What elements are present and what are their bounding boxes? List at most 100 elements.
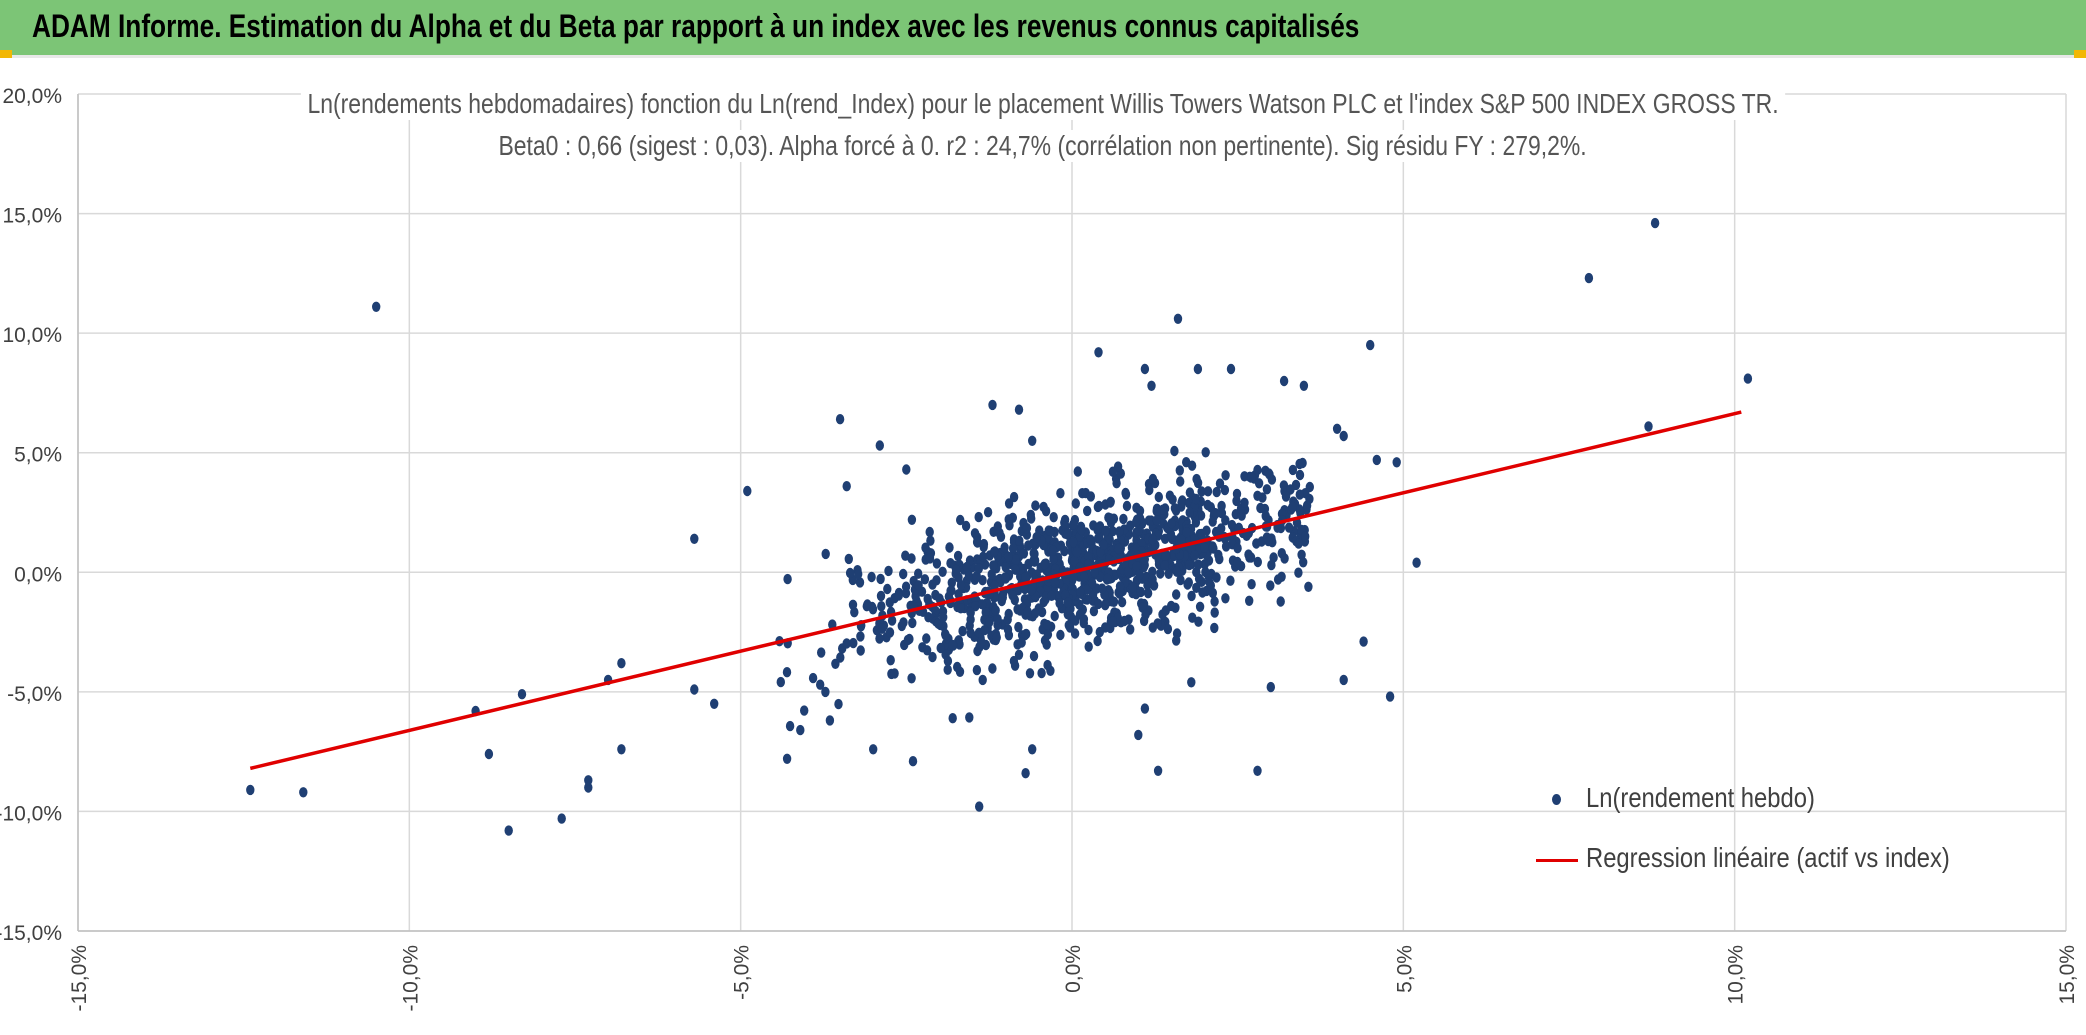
- data-point: [842, 481, 851, 492]
- data-point: [1040, 558, 1049, 570]
- data-point: [1004, 551, 1013, 562]
- data-point: [1385, 691, 1395, 702]
- data-point: [1143, 588, 1153, 599]
- data-point: [831, 658, 840, 669]
- data-point: [954, 589, 963, 600]
- data-point: [1094, 500, 1104, 512]
- data-point: [1153, 765, 1163, 776]
- data-point: [973, 645, 982, 657]
- data-point: [1210, 622, 1219, 634]
- data-point: [782, 667, 792, 678]
- data-point: [1131, 517, 1141, 528]
- data-point: [1027, 513, 1036, 524]
- data-point: [983, 507, 993, 518]
- data-point: [958, 625, 967, 637]
- data-point: [299, 787, 308, 798]
- y-tick-label: 0,0%: [14, 563, 62, 586]
- data-point: [1167, 518, 1176, 529]
- data-point: [1086, 491, 1096, 502]
- data-point: [1108, 616, 1118, 627]
- data-point: [988, 399, 997, 411]
- data-point: [1226, 363, 1236, 375]
- data-point: [517, 689, 527, 700]
- data-point: [1221, 515, 1230, 526]
- data-point: [849, 637, 858, 649]
- data-point: [1126, 624, 1135, 635]
- data-point: [1161, 605, 1171, 616]
- data-point: [987, 569, 996, 580]
- tick-labels: -15,0% -10,0% -5,0% 0,0% 5,0% 10,0% 15,0% 20,0%…: [0, 85, 2079, 1012]
- data-point: [845, 567, 855, 579]
- data-point: [953, 661, 962, 673]
- data-point: [1135, 505, 1145, 517]
- data-point: [246, 784, 255, 796]
- y-tick-label: 20,0%: [2, 85, 62, 108]
- data-point: [856, 645, 865, 656]
- data-point: [875, 633, 884, 644]
- data-point: [1203, 486, 1213, 497]
- data-point: [1076, 524, 1086, 536]
- data-point: [1079, 614, 1089, 625]
- data-point: [1217, 500, 1226, 512]
- data-point: [1141, 609, 1150, 620]
- data-point: [885, 627, 895, 638]
- data-point: [877, 601, 886, 612]
- data-point: [1168, 494, 1177, 505]
- data-point: [1266, 681, 1276, 693]
- data-point: [584, 782, 593, 793]
- data-point: [1019, 548, 1029, 559]
- data-point: [1070, 555, 1079, 567]
- data-point: [1194, 559, 1203, 570]
- data-point: [1177, 534, 1186, 546]
- data-point: [878, 623, 887, 634]
- data-point: [1247, 472, 1256, 483]
- data-point: [1147, 380, 1156, 391]
- data-point: [1233, 556, 1242, 568]
- data-point: [1128, 581, 1137, 593]
- data-point: [951, 564, 961, 576]
- data-point: [985, 617, 994, 628]
- data-point: [1301, 531, 1310, 542]
- data-point: [821, 686, 830, 698]
- data-point: [1262, 532, 1272, 543]
- data-point: [1196, 510, 1206, 521]
- data-point: [991, 605, 1000, 616]
- data-point: [1069, 519, 1078, 530]
- data-point: [1004, 498, 1014, 509]
- data-point: [1170, 503, 1180, 514]
- data-point: [876, 590, 886, 602]
- data-point: [1215, 478, 1225, 489]
- data-point: [1069, 536, 1078, 548]
- chart-title-text-1: Ln(rendements hebdomadaires) fonction du…: [300, 88, 1786, 120]
- data-point: [926, 535, 935, 546]
- data-point: [1148, 566, 1157, 577]
- y-tick-label: -5,0%: [7, 683, 62, 706]
- data-point: [1004, 514, 1013, 525]
- data-point: [1198, 587, 1207, 598]
- data-point: [1185, 559, 1194, 571]
- data-point: [1372, 454, 1382, 466]
- data-point: [1043, 619, 1052, 631]
- data-point: [1061, 521, 1070, 532]
- legend-label-regression: Regression linéaire (actif vs index): [1586, 842, 1950, 873]
- data-point: [899, 568, 908, 580]
- chart-title-line-1: Ln(rendements hebdomadaires) fonction du…: [0, 88, 2086, 120]
- data-point: [1233, 543, 1242, 554]
- data-point: [956, 579, 966, 591]
- x-tick-label: -15,0%: [68, 945, 91, 1012]
- data-point: [1203, 499, 1212, 511]
- data-point: [1193, 363, 1203, 375]
- data-point: [1190, 550, 1199, 561]
- data-point: [1160, 560, 1170, 571]
- data-point: [484, 748, 494, 760]
- data-point: [1173, 313, 1183, 324]
- data-point: [1332, 423, 1342, 434]
- data-point: [1152, 506, 1162, 517]
- data-point: [1049, 512, 1058, 523]
- data-point: [1120, 615, 1129, 627]
- data-point: [1032, 532, 1041, 543]
- data-point: [796, 724, 805, 736]
- data-point: [894, 590, 903, 601]
- data-point: [962, 561, 972, 573]
- data-point: [979, 541, 988, 553]
